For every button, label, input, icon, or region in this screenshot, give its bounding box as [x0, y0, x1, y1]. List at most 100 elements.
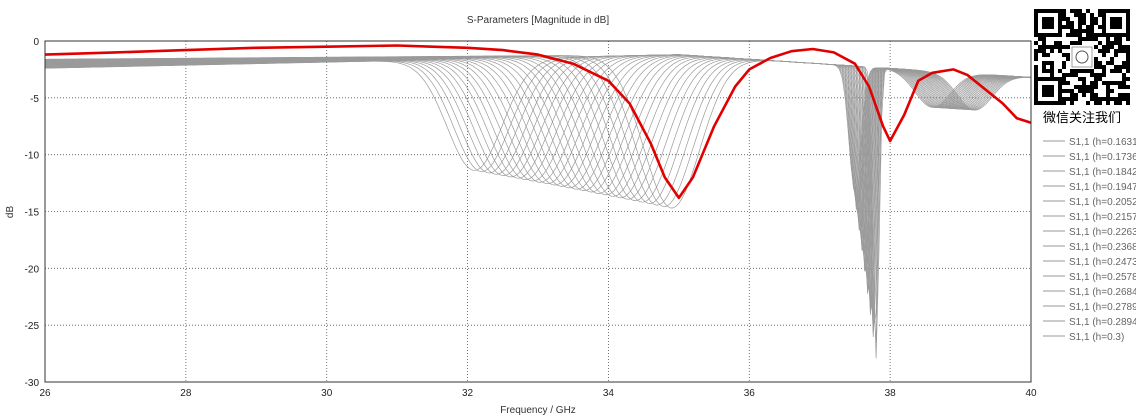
chart-axes [44, 40, 1032, 383]
qr-module [1102, 53, 1106, 57]
x-tick-label: 28 [180, 388, 192, 399]
qr-module [1070, 33, 1074, 37]
qr-module [1074, 41, 1078, 45]
y-tick-label: -25 [25, 321, 40, 332]
legend-entry: S1,1 (h=0.2684) [1069, 287, 1136, 298]
qr-module [1078, 33, 1082, 37]
qr-module [1034, 53, 1038, 57]
qr-module [1034, 65, 1038, 69]
qr-module [1046, 69, 1050, 73]
qr-module [1090, 73, 1094, 77]
qr-module [1102, 45, 1106, 49]
legend-entry: S1,1 (h=0.1736) [1069, 152, 1136, 163]
qr-module [1070, 89, 1074, 93]
qr-module [1066, 33, 1070, 37]
qr-module [1038, 49, 1042, 53]
qr-module [1098, 41, 1102, 45]
qr-module [1062, 81, 1066, 85]
qr-module [1078, 13, 1082, 17]
qr-module [1070, 101, 1074, 105]
y-axis-label: dB [5, 206, 16, 219]
qr-module [1106, 49, 1110, 53]
qr-module [1126, 45, 1130, 49]
legend-entry: S1,1 (h=0.2157) [1069, 212, 1136, 223]
qr-module [1038, 37, 1042, 41]
qr-module [1122, 77, 1126, 81]
qr-module [1078, 89, 1082, 93]
qr-module [1098, 49, 1102, 53]
qr-module [1038, 45, 1042, 49]
plot-frame [44, 40, 1032, 383]
qr-module [1106, 81, 1110, 85]
qr-module [1070, 69, 1074, 73]
qr-module [1086, 29, 1090, 33]
qr-module [1062, 53, 1066, 57]
qr-module [1046, 53, 1050, 57]
qr-module [1086, 85, 1090, 89]
qr-module [1106, 37, 1110, 41]
qr-module [1070, 25, 1074, 29]
qr-module [1118, 85, 1122, 89]
qr-module [1074, 13, 1078, 17]
qr-module [1074, 9, 1078, 13]
qr-module [1118, 65, 1122, 69]
qr-module [1106, 93, 1110, 97]
legend-entry: S1,1 (h=0.3) [1069, 332, 1124, 343]
qr-module [1078, 21, 1082, 25]
legend-entry: S1,1 (h=0.1842) [1069, 167, 1136, 178]
chart-ticks: 26 28 30 32 34 36 38 40 0 -5 -10 -15 -20 -25 -30 [25, 37, 1037, 399]
x-tick-label: 26 [39, 388, 51, 399]
qr-module [1090, 33, 1094, 37]
qr-module [1042, 61, 1046, 65]
qr-module [1034, 57, 1038, 61]
qr-module [1094, 85, 1098, 89]
qr-module [1062, 77, 1066, 81]
qr-module [1102, 69, 1106, 73]
qr-module [1110, 69, 1114, 73]
qr-module [1054, 45, 1058, 49]
qr-module [1110, 81, 1114, 85]
highlight-curve [45, 44, 1031, 200]
qr-module [1102, 65, 1106, 69]
qr-module [1078, 17, 1082, 21]
qr-module [1094, 21, 1098, 25]
qr-module [1042, 53, 1046, 57]
qr-module [1082, 89, 1086, 93]
qr-module [1098, 73, 1102, 77]
qr-module [1034, 49, 1038, 53]
qr-module [1034, 73, 1038, 77]
qr-module [1118, 81, 1122, 85]
qr-module [1126, 69, 1130, 73]
qr-module [1042, 69, 1046, 73]
qr-module [1066, 81, 1070, 85]
qr-module [1074, 33, 1078, 37]
qr-module [1094, 45, 1098, 49]
qr-module [1094, 61, 1098, 65]
qr-module [1082, 17, 1086, 21]
qr-module [1058, 45, 1062, 49]
qr-finder-core [1042, 85, 1054, 97]
qr-module [1122, 85, 1126, 89]
qr-module [1066, 53, 1070, 57]
qr-module [1102, 73, 1106, 77]
qr-module [1078, 41, 1082, 45]
qr-module [1086, 101, 1090, 105]
qr-module [1126, 77, 1130, 81]
qr-module [1078, 85, 1082, 89]
qr-module [1070, 29, 1074, 33]
qr-module [1126, 57, 1130, 61]
qr-module [1082, 69, 1086, 73]
qr-module [1094, 57, 1098, 61]
qr-module [1114, 49, 1118, 53]
qr-module [1106, 45, 1110, 49]
legend-entry: S1,1 (h=0.2263) [1069, 227, 1136, 238]
qr-module [1118, 69, 1122, 73]
qr-module [1062, 13, 1066, 17]
qr-module [1078, 37, 1082, 41]
qr-module [1066, 45, 1070, 49]
qr-module [1050, 45, 1054, 49]
qr-module [1070, 9, 1074, 13]
qr-module [1090, 29, 1094, 33]
qr-module [1046, 45, 1050, 49]
qr-module [1082, 21, 1086, 25]
